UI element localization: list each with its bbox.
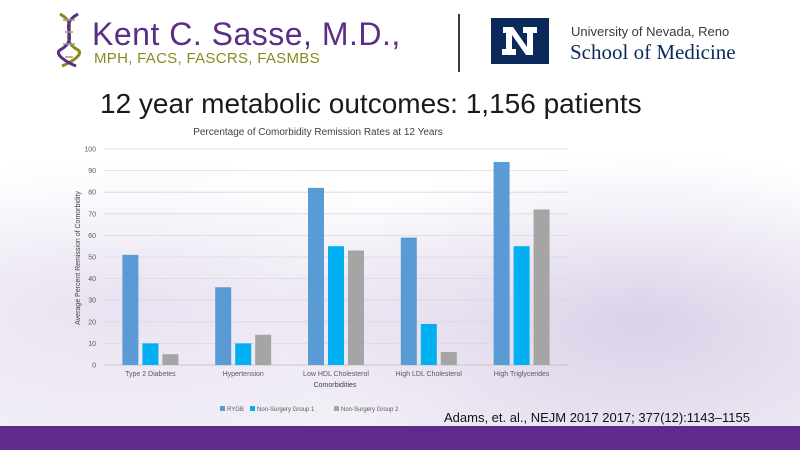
bar-non-surgery-group-1-high-triglycerides [513, 246, 530, 365]
y-axis-ticks: 0 10 20 30 40 50 60 70 80 90 100 [84, 147, 96, 370]
bar-non-surgery-group-2-hypertension [255, 334, 272, 365]
legend-swatch [220, 406, 225, 411]
y-tick-label: 30 [88, 298, 96, 305]
y-tick-label: 60 [88, 233, 96, 240]
x-tick-label: Low HDL Cholesterol [303, 371, 369, 378]
y-tick-label: 20 [88, 319, 96, 326]
y-axis-label: Average Percent Remission of Comorbidity [75, 191, 82, 325]
x-tick-label: High LDL Cholesterol [396, 371, 463, 378]
x-axis-label: Comorbidities [314, 382, 357, 389]
y-tick-label: 100 [84, 147, 96, 154]
x-tick-label: Type 2 Diabetes [125, 371, 176, 378]
footer-bar [0, 426, 800, 450]
bar-non-surgery-group-2-high-ldl-cholesterol [440, 352, 457, 365]
y-tick-label: 10 [88, 341, 96, 348]
bar-non-surgery-group-2-low-hdl-cholesterol [348, 250, 364, 365]
unr-n-logo-icon [491, 18, 549, 64]
bar-non-surgery-group-1-low-hdl-cholesterol [328, 246, 344, 365]
legend-swatch [334, 406, 339, 411]
legend-label: Non-Surgery Group 2 [341, 407, 399, 413]
bar-non-surgery-group-1-hypertension [235, 343, 252, 365]
y-tick-label: 90 [88, 168, 96, 175]
school-name: School of Medicine [570, 40, 736, 64]
university-name: University of Nevada, Reno [571, 24, 730, 39]
bar-rygb-high-triglycerides [493, 161, 510, 365]
bar-rygb-hypertension [215, 287, 232, 365]
slide-header: Kent C. Sasse, M.D., MPH, FACS, FASCRS, … [0, 0, 800, 80]
header-divider [458, 14, 460, 72]
legend-label: Non-Surgery Group 1 [257, 407, 315, 413]
chart-title: Percentage of Comorbidity Remission Rate… [193, 127, 443, 138]
y-tick-label: 40 [88, 276, 96, 283]
doctor-name: Kent C. Sasse, M.D., [92, 16, 401, 52]
y-tick-label: 70 [88, 211, 96, 218]
x-tick-label: Hypertension [223, 371, 264, 378]
bar-rygb-low-hdl-cholesterol [308, 187, 324, 365]
x-tick-label: High Triglycerides [494, 371, 550, 378]
chart-bars [122, 161, 550, 365]
bar-non-surgery-group-2-type-2-diabetes [162, 354, 179, 365]
y-tick-label: 80 [88, 190, 96, 197]
chart-legend: RYGB Non-Surgery Group 1 Non-Surgery Group… [220, 406, 399, 413]
legend-label: RYGB [227, 407, 244, 413]
citation: Adams, et. al., NEJM 2017 2017; 377(12):… [444, 410, 750, 425]
bar-non-surgery-group-1-type-2-diabetes [142, 343, 159, 365]
dna-helix-icon [57, 12, 81, 68]
slide-title: 12 year metabolic outcomes: 1,156 patien… [100, 88, 642, 119]
x-axis-ticks: Type 2 Diabetes Hypertension Low HDL Chole… [125, 371, 550, 378]
bar-rygb-high-ldl-cholesterol [400, 237, 417, 365]
y-tick-label: 50 [88, 255, 96, 262]
bar-non-surgery-group-2-high-triglycerides [533, 209, 550, 365]
y-tick-label: 0 [92, 363, 96, 370]
bar-non-surgery-group-1-high-ldl-cholesterol [420, 323, 437, 365]
doctor-credentials: MPH, FACS, FASCRS, FASMBS [94, 50, 320, 67]
bar-rygb-type-2-diabetes [122, 254, 139, 365]
legend-swatch [250, 406, 255, 411]
